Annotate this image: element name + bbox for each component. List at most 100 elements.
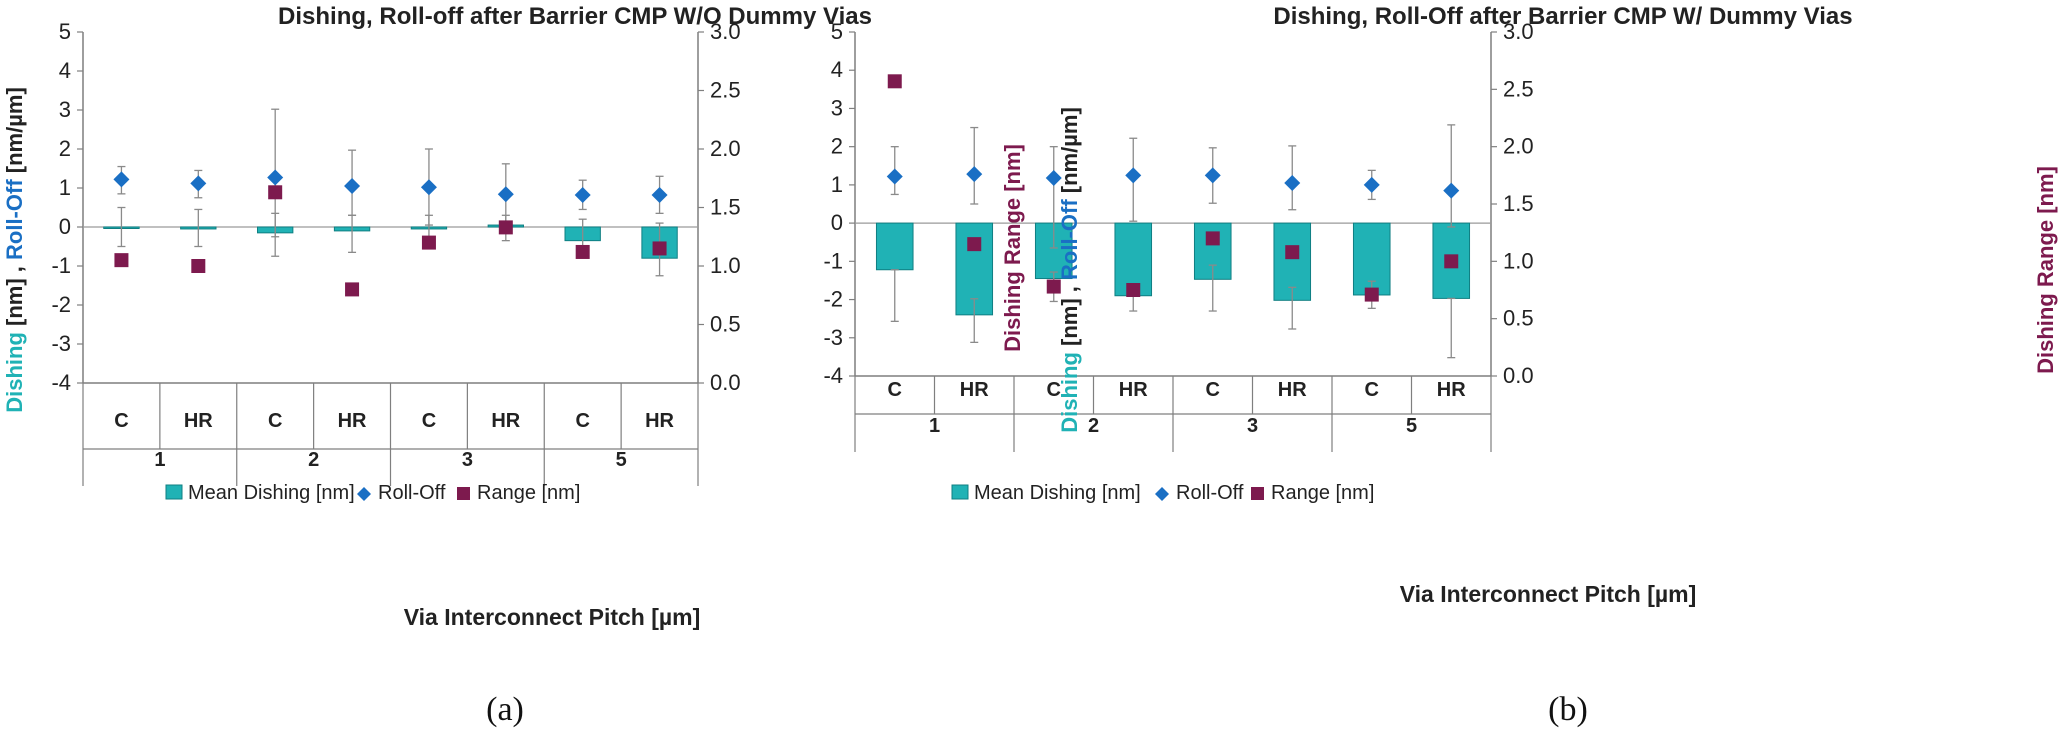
chart-b-rolloff-point — [1125, 167, 1142, 184]
chart-a-category-label: C — [575, 410, 589, 432]
chart-a-rolloff-point — [420, 179, 437, 196]
chart-b-rolloff-point — [1443, 182, 1460, 199]
chart-a-category-label: HR — [491, 410, 520, 432]
chart-a-legend-label-dishing: Mean Dishing [nm] — [188, 482, 355, 504]
chart-a-range-point — [114, 253, 129, 268]
chart-b-x-axis-label: Via Interconnect Pitch [µm] — [1400, 581, 1697, 607]
chart-b-ylabel-rolloff: Roll-Off — [1057, 199, 1082, 280]
chart-a-legend-swatch-rolloff — [357, 487, 371, 501]
chart-b-y2-tick-label: 2.0 — [1503, 134, 1534, 159]
chart-b-legend-swatch-dishing — [951, 484, 969, 500]
chart-a-y2-tick-label: 3.0 — [710, 19, 741, 44]
chart-b-left-axis: 5 4 3 2 1 0 -1 -2 -3 -4 — [823, 19, 855, 388]
chart-a-rolloff-point — [113, 171, 130, 188]
chart-a-title: Dishing, Roll-off after Barrier CMP W/O … — [278, 3, 872, 30]
chart-b-y2-tick-label: 2.5 — [1503, 76, 1534, 101]
chart-b-y-tick-label: 5 — [831, 19, 843, 44]
chart-a-category-label: HR — [184, 410, 213, 432]
chart-b-range-point — [1444, 254, 1459, 269]
chart-a-y2-tick-label: 2.5 — [710, 78, 741, 103]
chart-a-group-label: 5 — [616, 449, 627, 471]
chart-b-category-label: C — [1365, 379, 1379, 401]
chart-a-range-point — [268, 185, 283, 200]
chart-b-legend-swatch-rolloff — [1155, 487, 1169, 501]
chart-a-range-point — [345, 282, 360, 297]
chart-a-y-tick-label: 2 — [59, 136, 71, 161]
chart-a-y-tick-label: -1 — [51, 253, 71, 278]
chart-a-group-label: 3 — [462, 449, 473, 471]
chart-a-legend-swatch-range — [457, 487, 470, 500]
chart-a-y-tick-label: 1 — [59, 175, 71, 200]
chart-b-legend-label-dishing: Mean Dishing [nm] — [974, 482, 1141, 504]
chart-b-group-label: 5 — [1406, 415, 1417, 437]
chart-a-y-tick-label: 3 — [59, 97, 71, 122]
chart-b-rolloff-point — [1204, 167, 1221, 184]
chart-a-marks — [103, 108, 678, 297]
chart-panel-b: Dishing, Roll-Off after Barrier CMP W/ D… — [823, 3, 2058, 728]
chart-b-range-point — [1046, 279, 1061, 294]
chart-b-y-tick-label: -3 — [823, 325, 843, 350]
chart-b-range-point — [887, 74, 902, 89]
chart-a-category-label: C — [422, 410, 436, 432]
chart-a-y-tick-label: 5 — [59, 19, 71, 44]
chart-a-category-label: HR — [338, 410, 367, 432]
chart-b-y-tick-label: -4 — [823, 363, 843, 388]
panel-label-a: (a) — [486, 691, 524, 728]
chart-b-y-tick-label: 0 — [831, 210, 843, 235]
panel-label-b: (b) — [1548, 691, 1588, 728]
chart-b-category-label: C — [888, 379, 902, 401]
chart-a-category-label: HR — [645, 410, 674, 432]
chart-b-y2-tick-label: 1.0 — [1503, 248, 1534, 273]
chart-b-rolloff-point — [1363, 176, 1380, 193]
chart-a-range-point — [575, 244, 590, 259]
chart-b-range-point — [1126, 283, 1141, 297]
chart-b-rolloff-point — [966, 166, 983, 183]
chart-b-group-label: 3 — [1247, 415, 1258, 437]
chart-b-legend-label-rolloff: Roll-Off — [1176, 482, 1244, 504]
chart-a-group-label: 1 — [154, 449, 165, 471]
chart-a-y-tick-label: -3 — [51, 331, 71, 356]
chart-b-y2-tick-label: 1.5 — [1503, 191, 1534, 216]
chart-a-range-point — [421, 235, 436, 250]
chart-b-category-label: C — [1047, 379, 1061, 401]
chart-a-range-point — [652, 241, 667, 256]
chart-b-range-point — [1285, 245, 1300, 260]
chart-a-y2-tick-label: 0.0 — [710, 370, 741, 395]
chart-b-y-tick-label: 1 — [831, 172, 843, 197]
chart-b-legend-swatch-range — [1251, 487, 1264, 500]
chart-b-y2-tick-label: 0.5 — [1503, 306, 1534, 331]
chart-a-y-tick-label: 0 — [59, 214, 71, 239]
chart-a-right-axis: 3.0 2.5 2.0 1.5 1.0 0.5 0.0 — [698, 19, 741, 395]
chart-b-y-tick-label: 2 — [831, 134, 843, 159]
chart-a-x-axis-label: Via Interconnect Pitch [µm] — [404, 604, 701, 630]
chart-b-y2-tick-label: 0.0 — [1503, 363, 1534, 388]
chart-a-legend-label-range: Range [nm] — [477, 482, 580, 504]
chart-b-ylabel-dishing: Dishing — [1057, 352, 1082, 433]
chart-b-y2-tick-label: 3.0 — [1503, 19, 1534, 44]
chart-b-category-label: HR — [960, 379, 989, 401]
chart-b-title: Dishing, Roll-Off after Barrier CMP W/ D… — [1273, 3, 1852, 30]
chart-a-y2-tick-label: 1.5 — [710, 195, 741, 220]
chart-b-rolloff-point — [886, 168, 903, 185]
chart-b-category-axis: C HR C HR C HR C HR 1 2 3 5 — [854, 376, 1492, 452]
chart-b-y-axis-label: Dishing [nm] , Roll-Off [nm/µm] — [1057, 107, 1082, 433]
chart-b-plot-area — [854, 32, 1492, 377]
chart-a-legend-swatch-dishing — [165, 484, 183, 500]
chart-b-rolloff-point — [1045, 170, 1062, 187]
chart-a-y-tick-label: -2 — [51, 292, 71, 317]
chart-b-y-tick-label: 4 — [831, 57, 843, 82]
chart-b-ylabel-sep1: [nm] , — [1057, 280, 1082, 352]
chart-b-range-point — [1205, 231, 1220, 246]
chart-a-rolloff-point — [651, 187, 668, 204]
chart-b-rolloff-point — [1284, 174, 1301, 191]
chart-b-category-label: HR — [1119, 379, 1148, 401]
chart-a-category-axis: C HR C HR C HR C HR 1 2 3 5 — [82, 383, 699, 486]
chart-b-group-label: 2 — [1088, 415, 1099, 437]
chart-b-ylabel-units: [nm/µm] — [1057, 107, 1082, 199]
chart-a-plot-area — [82, 32, 699, 384]
chart-a-y2-axis-label: Dishing Range [nm] — [1000, 144, 1025, 352]
chart-b-y-tick-label: -2 — [823, 287, 843, 312]
chart-a-legend-label-rolloff: Roll-Off — [378, 482, 446, 504]
chart-a-rolloff-point — [344, 178, 361, 195]
chart-b-y2-axis-label: Dishing Range [nm] — [2033, 166, 2058, 374]
